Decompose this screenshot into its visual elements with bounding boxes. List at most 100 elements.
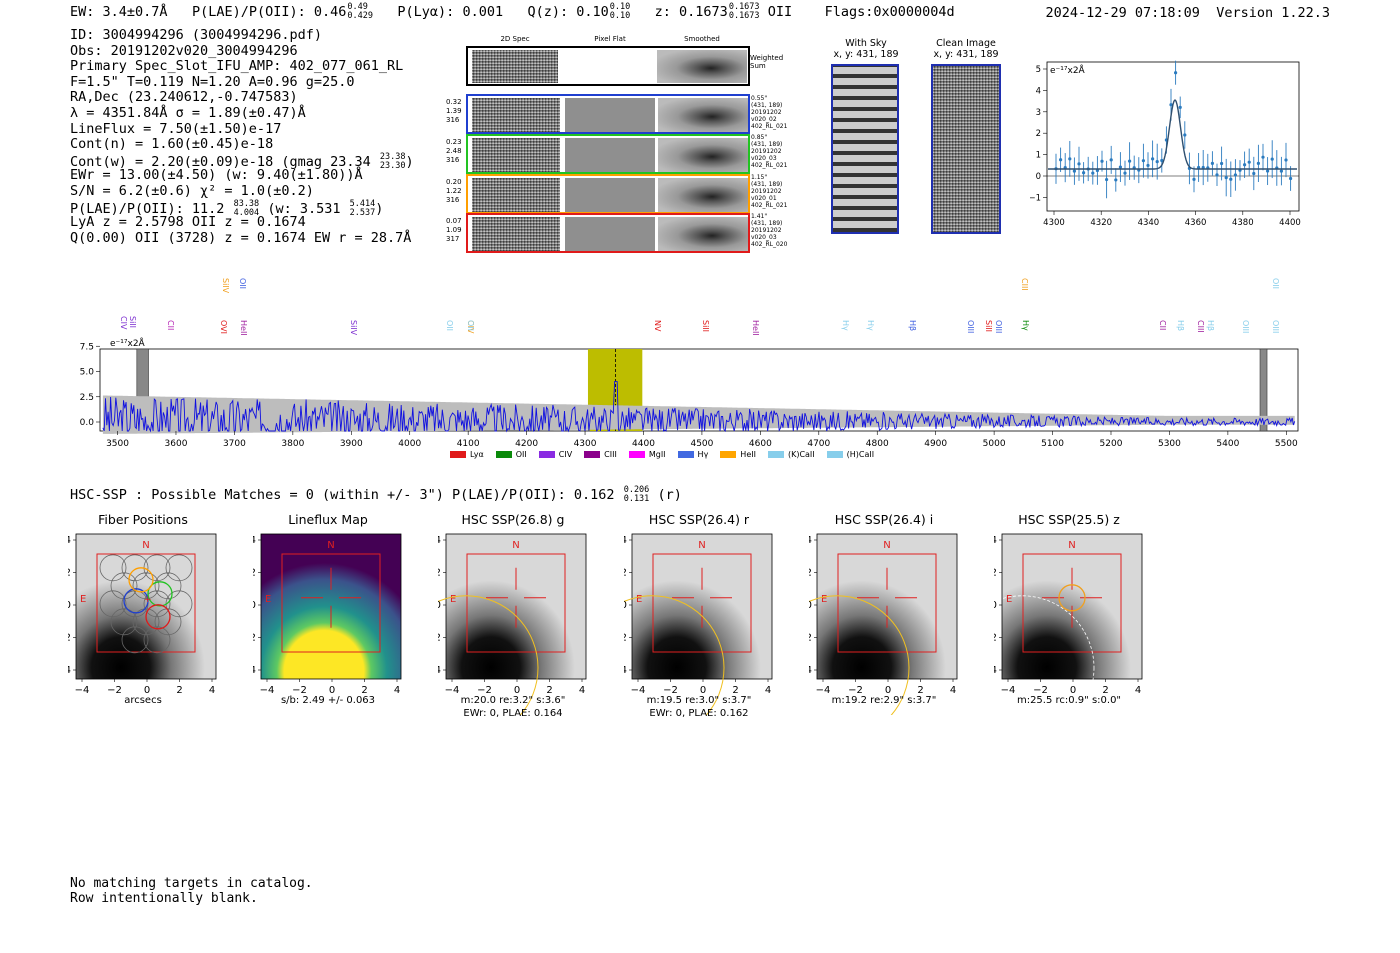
zoom-ytick-label: 1 bbox=[1036, 151, 1041, 161]
spectrum-ytick-label: 0.0 bbox=[80, 418, 95, 428]
spectrum-xtick-label: 4100 bbox=[457, 439, 480, 449]
zoom-xtick-label: 4380 bbox=[1232, 218, 1254, 228]
fiber-circle bbox=[121, 554, 149, 582]
summary-header: EW: 3.4±0.7Å P(LAE)/P(OII): 0.46 0.49 0.42… bbox=[70, 3, 955, 21]
east-label: E bbox=[821, 594, 827, 605]
hsc-xtick-label: −4 bbox=[75, 685, 90, 696]
spectrum-masked-right bbox=[1259, 348, 1268, 432]
spectrum-ytick-label: 5.0 bbox=[80, 368, 95, 378]
weighted-sum-panel bbox=[466, 46, 750, 86]
zoom-point bbox=[1284, 158, 1288, 162]
line-label: HeII bbox=[751, 320, 760, 336]
fiber-highlight bbox=[123, 588, 149, 614]
north-label: N bbox=[698, 540, 705, 551]
legend-entry: CIII bbox=[584, 448, 617, 460]
line-label: Hβ bbox=[908, 320, 917, 332]
hsc-ytick-label: 0 bbox=[68, 600, 71, 611]
search-box bbox=[1022, 553, 1122, 653]
cutout-row-1 bbox=[466, 94, 750, 134]
line-label: OII bbox=[445, 320, 454, 332]
zoom-point bbox=[1109, 158, 1113, 162]
zoom-point bbox=[1261, 155, 1265, 159]
fiber-circle bbox=[154, 572, 182, 600]
plya-label: P(Lyα): bbox=[397, 4, 455, 20]
row1-left-labels: 0.32 1.39 316 bbox=[446, 98, 462, 124]
spectrum-xtick-label: 4400 bbox=[632, 439, 655, 449]
legend-swatch bbox=[677, 450, 694, 458]
hsc-xtick-label: −2 bbox=[848, 685, 863, 696]
line-label: Hβ bbox=[1206, 320, 1215, 332]
row1-2dspec bbox=[472, 98, 560, 132]
hsc-xtick-label: 2 bbox=[732, 685, 738, 696]
info-lambda: λ = 4351.84Å σ = 1.89(±0.47)Å bbox=[70, 104, 306, 121]
search-box bbox=[466, 553, 566, 653]
row4-right-labels: 1.41" (431, 189) 20191202 v020_03 402_RL_020 bbox=[751, 213, 788, 248]
line-label: Hγ bbox=[1021, 320, 1030, 331]
zoom-ytick-label: 0 bbox=[1036, 172, 1041, 182]
spectrum-xtick-label: 4600 bbox=[749, 439, 772, 449]
zoom-point bbox=[1233, 173, 1237, 177]
aperture-ellipse bbox=[438, 595, 539, 715]
line-label: HeII bbox=[239, 320, 248, 336]
fiber-circle bbox=[143, 590, 171, 618]
plya-value: 0.001 bbox=[462, 4, 504, 20]
fiber-circle bbox=[99, 554, 127, 582]
hsc-panel-image: N E +4 2 0 −2 −4 −4 −2 0 2 4 bbox=[68, 533, 217, 696]
spectrum-xtick-label: 5500 bbox=[1275, 439, 1298, 449]
hsc-ytick-label: 0 bbox=[624, 600, 627, 611]
hsc-xtick-label: 2 bbox=[1102, 685, 1108, 696]
hsc-ytick-label: −2 bbox=[624, 633, 627, 644]
flags-value: Flags:0x0000004d bbox=[824, 4, 955, 20]
east-label: E bbox=[1006, 594, 1012, 605]
zoom-point bbox=[1279, 169, 1283, 173]
cutout-row-2 bbox=[466, 134, 750, 174]
weighted-smoothed bbox=[657, 50, 747, 83]
zoom-ytick-label: 4 bbox=[1036, 86, 1041, 96]
hsc-xtick-label: 2 bbox=[917, 685, 923, 696]
zoom-point bbox=[1289, 176, 1293, 181]
spectrum-xtick-label: 4700 bbox=[807, 439, 830, 449]
zoom-point bbox=[1247, 160, 1251, 164]
hsc-ytick-label: −2 bbox=[68, 633, 71, 644]
zoom-point bbox=[1151, 157, 1155, 161]
hsc-ytick-label: 0 bbox=[994, 600, 997, 611]
hsc-xtick-label: 0 bbox=[329, 685, 335, 696]
hsc-panel-title: HSC SSP(26.8) g bbox=[461, 512, 565, 527]
hsc-xtick-label: −4 bbox=[445, 685, 460, 696]
legend-swatch bbox=[450, 450, 466, 458]
hsc-panel-xlabel: m:25.5 rc:0.9" s:0.0" bbox=[1016, 695, 1122, 706]
legend-swatch bbox=[628, 450, 645, 458]
with-sky-title: With Sky x, y: 431, 189 bbox=[833, 38, 899, 60]
zoom-xtick-label: 4340 bbox=[1138, 218, 1160, 228]
hsc-ytick-label: 2 bbox=[253, 568, 256, 579]
legend-swatch bbox=[584, 450, 601, 458]
hsc-panel-2: Lineflux Map N E 4 2 0 −2 −4 −4 −2 0 2 4 s/b: 2.49 +/… bbox=[253, 512, 433, 727]
zoom-ytick-label: 3 bbox=[1036, 108, 1041, 118]
zoom-xtick-label: 4360 bbox=[1185, 218, 1207, 228]
info-sn: S/N = 6.2(±0.6) χ² = 1.0(±0.2) bbox=[70, 182, 314, 199]
clean-image-title: Clean Image x, y: 431, 189 bbox=[933, 38, 999, 60]
fiber-circle bbox=[110, 608, 138, 636]
hsc-ytick-label: 2 bbox=[809, 568, 812, 579]
info-contw: Cont(w) = 2.20(±0.09)e-18 (gmag 23.34 23… bbox=[70, 151, 414, 171]
line-label: OIII bbox=[1241, 320, 1250, 334]
hsc-panel-image: N E 4 2 0 −2 −4 −4 −2 0 2 4 bbox=[253, 533, 402, 696]
zoom-line-plot: e⁻¹⁷x2Å 5 4 3 2 1 0 −1 4300 4320 4340 4360 4380 440… bbox=[1030, 60, 1301, 228]
zoom-point bbox=[1169, 103, 1173, 107]
legend-swatch bbox=[826, 450, 843, 458]
hsc-panel-title: Fiber Positions bbox=[98, 512, 188, 527]
line-label: OIII bbox=[966, 320, 975, 334]
qz-range: 0.10 0.10 bbox=[609, 2, 631, 21]
line-label: CIII bbox=[1020, 278, 1029, 291]
east-label: E bbox=[265, 594, 271, 605]
legend-swatch bbox=[538, 450, 555, 458]
row1-right-labels: 0.55" (431, 189) 20191202 v020_02 402_RL_021 bbox=[751, 95, 788, 130]
search-box bbox=[281, 553, 381, 653]
legend-swatch bbox=[495, 450, 512, 458]
hsc-xtick-label: −2 bbox=[1033, 685, 1048, 696]
north-label: N bbox=[1068, 540, 1075, 551]
north-label: N bbox=[883, 540, 890, 551]
search-box bbox=[652, 553, 752, 653]
hsc-ytick-label: 0 bbox=[253, 600, 256, 611]
cutout-row-3 bbox=[466, 174, 750, 214]
